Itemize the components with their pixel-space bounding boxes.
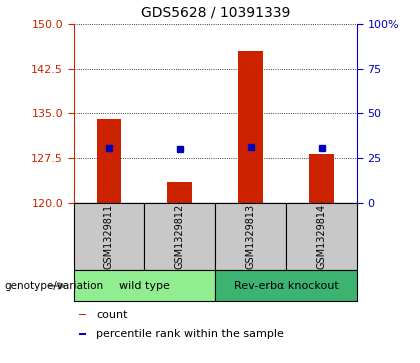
- Bar: [74, 270, 215, 301]
- Text: GSM1329814: GSM1329814: [317, 204, 327, 269]
- Text: Rev-erbα knockout: Rev-erbα knockout: [234, 281, 339, 291]
- Bar: [286, 203, 357, 270]
- Bar: [97, 119, 121, 203]
- Bar: [144, 203, 215, 270]
- Bar: [79, 314, 86, 315]
- Text: GSM1329813: GSM1329813: [246, 204, 256, 269]
- Bar: [238, 50, 263, 203]
- Text: wild type: wild type: [119, 281, 170, 291]
- Bar: [215, 203, 286, 270]
- Bar: [309, 154, 334, 203]
- Text: count: count: [96, 310, 128, 319]
- Text: percentile rank within the sample: percentile rank within the sample: [96, 329, 284, 339]
- Text: GSM1329812: GSM1329812: [175, 204, 185, 269]
- Bar: [168, 182, 192, 203]
- Title: GDS5628 / 10391339: GDS5628 / 10391339: [141, 6, 290, 20]
- Text: GSM1329811: GSM1329811: [104, 204, 114, 269]
- Bar: [74, 203, 144, 270]
- Bar: [215, 270, 357, 301]
- Text: genotype/variation: genotype/variation: [4, 281, 103, 291]
- Bar: [79, 333, 86, 335]
